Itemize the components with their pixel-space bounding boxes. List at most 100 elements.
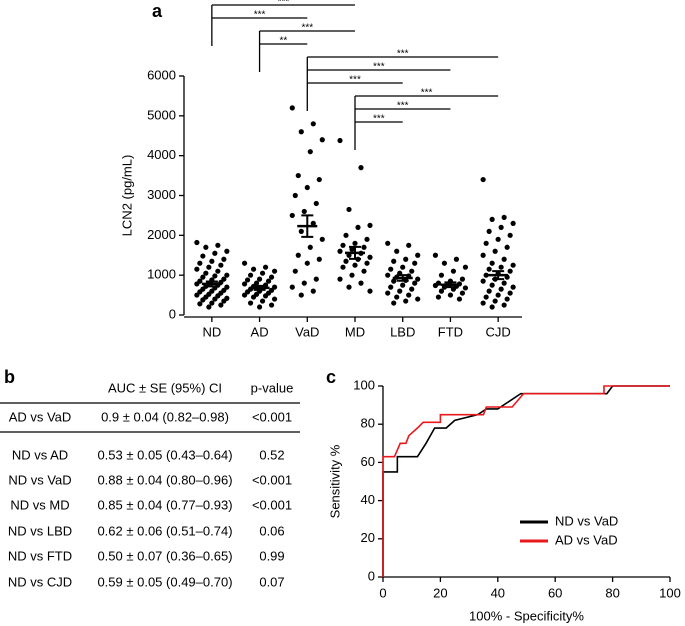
- table-cell: ND vs FTD: [8, 548, 72, 563]
- x-tick-label: 100: [659, 585, 681, 600]
- data-point: [480, 278, 486, 284]
- y-tick-label: 5000: [147, 107, 176, 122]
- x-tick-label: FTD: [438, 324, 463, 339]
- y-tick-label: 100: [353, 377, 375, 392]
- x-tick-label: ND: [202, 324, 221, 339]
- data-point: [388, 284, 394, 290]
- data-point: [412, 280, 418, 286]
- y-tick-label: 2000: [147, 227, 176, 242]
- data-point: [215, 242, 221, 248]
- significance-label: ***: [278, 0, 290, 8]
- data-point: [409, 286, 415, 292]
- data-point: [310, 121, 316, 127]
- data-point: [313, 200, 319, 207]
- data-point: [367, 288, 373, 294]
- data-point: [486, 288, 492, 294]
- data-point: [271, 296, 278, 302]
- data-point: [394, 294, 400, 300]
- table-cell: ND vs CJD: [8, 574, 72, 589]
- data-point: [510, 220, 516, 226]
- data-point: [268, 274, 275, 280]
- data-point: [450, 268, 457, 274]
- roc-line: [382, 385, 670, 577]
- x-tick-label: 80: [605, 585, 619, 600]
- data-point: [441, 260, 448, 266]
- data-point: [203, 270, 209, 276]
- y-tick-label: 4000: [147, 147, 176, 162]
- data-point: [337, 276, 343, 282]
- data-point: [409, 268, 415, 274]
- x-tick-label: 20: [433, 585, 447, 600]
- x-tick-label: VaD: [295, 324, 319, 339]
- data-point: [250, 266, 257, 272]
- data-point: [289, 105, 295, 111]
- data-point: [501, 256, 507, 262]
- data-point: [200, 297, 206, 303]
- data-point: [262, 264, 269, 270]
- data-point: [200, 274, 206, 280]
- data-point: [194, 281, 200, 287]
- data-point: [203, 244, 209, 250]
- data-point: [510, 262, 516, 268]
- data-point: [307, 149, 313, 155]
- data-point: [403, 298, 409, 304]
- data-point: [295, 252, 301, 258]
- legend-label: AD vs VaD: [555, 532, 618, 547]
- data-point: [256, 276, 263, 282]
- data-point: [435, 294, 442, 300]
- data-point: [391, 278, 397, 284]
- data-point: [241, 281, 248, 287]
- data-point: [358, 280, 364, 286]
- significance-label: ***: [349, 75, 361, 86]
- significance-label: ***: [421, 88, 433, 99]
- data-point: [194, 266, 200, 272]
- data-point: [355, 224, 361, 230]
- data-point: [388, 266, 394, 272]
- data-point: [391, 258, 397, 264]
- data-point: [394, 248, 400, 254]
- y-axis-label: Sensitivity %: [327, 444, 342, 518]
- x-tick-label: MD: [345, 324, 365, 339]
- data-point: [301, 208, 307, 215]
- significance-label: ***: [397, 49, 409, 60]
- data-point: [486, 228, 492, 234]
- data-point: [507, 290, 513, 296]
- panel-label: a: [152, 1, 163, 21]
- data-point: [495, 236, 501, 242]
- y-tick-label: 1000: [147, 267, 176, 282]
- data-point: [247, 300, 254, 306]
- table-cell: ND vs AD: [12, 447, 68, 462]
- data-point: [403, 256, 409, 262]
- data-point: [340, 264, 346, 270]
- data-point: [462, 264, 469, 270]
- data-point: [400, 264, 406, 270]
- data-point: [298, 228, 304, 234]
- data-point: [400, 282, 406, 288]
- data-point: [391, 300, 397, 306]
- data-point: [200, 253, 206, 259]
- panel-label: c: [326, 367, 336, 387]
- y-tick-label: 20: [361, 530, 375, 545]
- roc-line: [382, 385, 670, 577]
- data-point: [349, 246, 355, 252]
- data-point: [507, 232, 513, 238]
- data-point: [364, 236, 370, 242]
- data-point: [346, 284, 352, 290]
- data-point: [492, 248, 498, 254]
- data-point: [432, 252, 439, 258]
- data-point: [510, 284, 516, 290]
- y-tick-label: 40: [361, 492, 375, 507]
- data-point: [209, 300, 215, 306]
- data-point: [385, 272, 391, 278]
- data-point: [212, 250, 218, 256]
- data-point: [483, 240, 489, 246]
- data-point: [397, 288, 403, 294]
- error-bar: [205, 280, 218, 288]
- y-tick-label: 3000: [147, 187, 176, 202]
- table-header: AUC ± SE (95%) CI: [108, 380, 222, 395]
- data-point: [486, 266, 492, 272]
- error-bar: [396, 274, 409, 282]
- table-cell: 0.88 ± 0.04 (0.80–0.96): [97, 472, 232, 487]
- table-cell: 0.99: [259, 548, 284, 563]
- data-point: [456, 296, 463, 302]
